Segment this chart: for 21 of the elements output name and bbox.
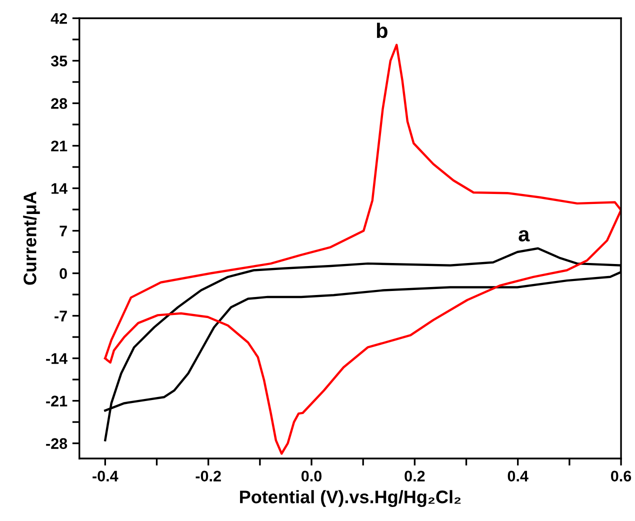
y-tick-label: 35	[50, 56, 68, 66]
y-tick-label: -14	[46, 353, 68, 364]
y-tick-label: 7	[60, 226, 67, 236]
series-label: b	[376, 22, 388, 38]
y-tick-label: 14	[52, 183, 68, 194]
y-tick-label: 0	[60, 268, 67, 279]
y-tick-label: 42	[50, 13, 67, 24]
y-tick-label: -7	[54, 310, 67, 322]
y-tick-label: 21	[51, 140, 68, 152]
x-tick-label: 0.0	[302, 470, 322, 482]
series-label: a	[518, 230, 530, 242]
y-axis-title: Current/μA	[23, 192, 40, 285]
x-tick-label: -0.4	[92, 470, 118, 482]
x-tick-label: 0.2	[404, 470, 425, 482]
x-tick-label: 0.4	[508, 470, 528, 482]
y-tick-label: 28	[51, 98, 68, 109]
x-axis-title: Potential (V).vs.Hg/Hg₂Cl₂	[240, 490, 461, 507]
x-tick-label: -0.2	[196, 470, 221, 482]
y-tick-label: -21	[46, 396, 68, 406]
y-tick-label: -28	[46, 438, 68, 449]
x-tick-label: 0.6	[611, 470, 632, 482]
